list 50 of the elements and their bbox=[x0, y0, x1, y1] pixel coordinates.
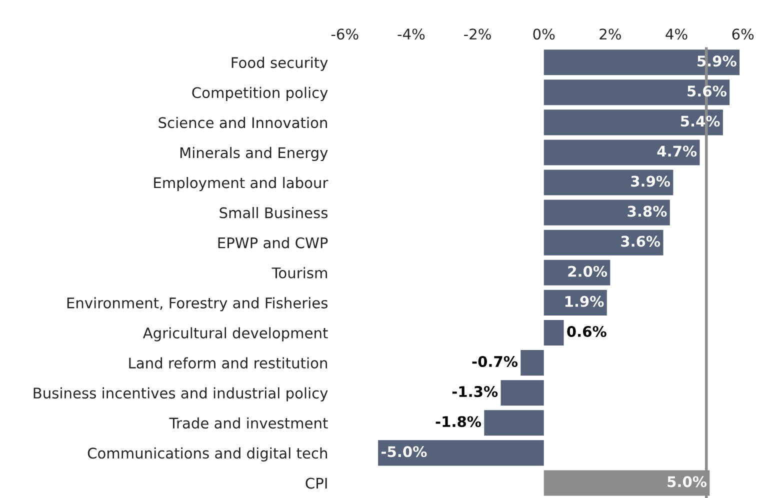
bar bbox=[544, 290, 607, 316]
data-label: -1.3% bbox=[452, 386, 498, 398]
data-label: 0.6% bbox=[567, 326, 606, 337]
data-label: 1.9% bbox=[565, 296, 604, 307]
x-tick-label: -2% bbox=[464, 28, 491, 40]
data-label: 5.0% bbox=[668, 476, 707, 488]
data-label: -1.8% bbox=[436, 416, 482, 428]
x-tick-label: 0% bbox=[533, 28, 555, 40]
bar bbox=[544, 320, 564, 346]
x-tick-label: 2% bbox=[600, 28, 621, 40]
y-tick-label: Minerals and Energy bbox=[180, 146, 328, 162]
bar bbox=[484, 410, 544, 436]
y-tick-label: Competition policy bbox=[192, 86, 328, 101]
bar bbox=[544, 230, 664, 256]
y-tick-label: Land reform and restitution bbox=[129, 357, 327, 369]
data-label: 3.8% bbox=[628, 206, 667, 217]
x-tick-label: 6% bbox=[732, 28, 754, 40]
y-tick-label: Trade and investment bbox=[169, 417, 328, 429]
data-label: 3.6% bbox=[621, 236, 660, 247]
data-label: 3.9% bbox=[631, 176, 670, 187]
x-tick-label: 4% bbox=[666, 28, 688, 40]
bar bbox=[544, 200, 670, 226]
bar bbox=[500, 380, 544, 406]
bar bbox=[378, 440, 544, 466]
data-label: 4.7% bbox=[657, 146, 697, 157]
y-tick-label: CPI bbox=[306, 478, 327, 489]
bar bbox=[544, 140, 700, 166]
y-tick-label: Business incentives and industrial policy bbox=[34, 387, 328, 402]
y-tick-label: Employment and labour bbox=[154, 176, 328, 192]
data-label: 5.4% bbox=[680, 116, 720, 127]
x-tick-label: -6% bbox=[331, 28, 358, 40]
y-tick-label: Communications and digital tech bbox=[88, 447, 327, 462]
bar bbox=[544, 110, 723, 136]
y-tick-label: Environment, Forestry and Fisheries bbox=[67, 297, 328, 312]
data-label: 5.6% bbox=[688, 86, 726, 97]
y-tick-label: Science and Innovation bbox=[158, 116, 327, 128]
bar bbox=[544, 80, 730, 106]
data-label: 2.0% bbox=[568, 266, 608, 277]
data-label: 5.9% bbox=[698, 56, 736, 67]
y-tick-label: Food security bbox=[232, 56, 328, 71]
y-tick-label: Small Business bbox=[220, 207, 328, 218]
data-label: -0.7% bbox=[472, 356, 518, 368]
bar bbox=[544, 50, 740, 76]
y-tick-label: Agricultural development bbox=[142, 327, 328, 342]
bar bbox=[544, 170, 674, 196]
y-tick-label: Tourism bbox=[272, 267, 327, 278]
y-tick-label: EPWP and CWP bbox=[218, 237, 328, 248]
bar bbox=[520, 350, 544, 376]
data-label: -5.0% bbox=[381, 446, 427, 458]
x-tick-label: -4% bbox=[398, 28, 425, 40]
